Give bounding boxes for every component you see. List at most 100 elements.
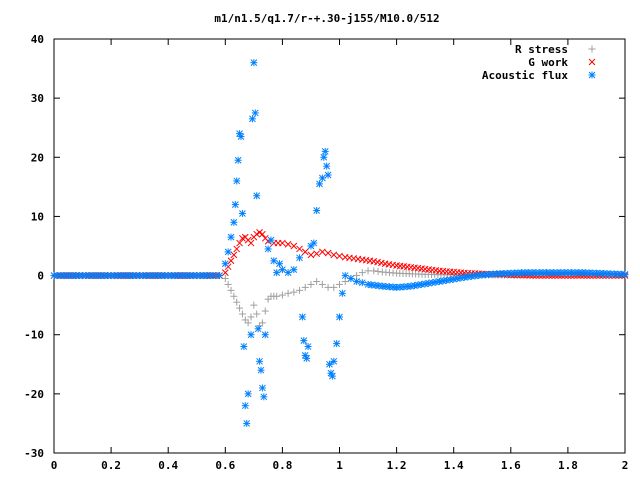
data-point (324, 171, 332, 179)
data-point (296, 245, 303, 253)
data-point (254, 325, 262, 333)
data-point (290, 242, 298, 250)
data-point (261, 307, 269, 315)
series-layer (50, 59, 629, 427)
y-tick-label: 20 (31, 151, 44, 164)
y-tick-label: 0 (37, 270, 44, 283)
x-tick-label: 1.4 (444, 459, 464, 472)
data-point (290, 266, 298, 274)
data-point (284, 240, 292, 248)
data-point (284, 289, 292, 297)
data-point (304, 343, 312, 351)
chart-title: m1/n1.5/q1.7/r-+.30-j155/M10.0/512 (214, 12, 439, 25)
x-tick-label: 2 (622, 459, 629, 472)
data-point (248, 115, 256, 123)
data-point (250, 59, 258, 67)
data-point (257, 366, 265, 374)
data-point (326, 360, 334, 368)
data-point (260, 393, 268, 401)
data-point (253, 192, 261, 200)
data-point (338, 289, 346, 297)
data-point (234, 156, 242, 164)
data-point (273, 269, 281, 277)
data-point (230, 218, 238, 226)
data-point (256, 357, 264, 365)
data-point (241, 402, 249, 410)
y-tick-label: -10 (24, 329, 44, 342)
data-point (264, 245, 272, 253)
data-point (224, 248, 232, 256)
data-point (253, 310, 261, 318)
x-tick-label: 0.8 (272, 459, 292, 472)
legend-marker (588, 71, 596, 79)
legend-marker (588, 58, 596, 66)
legend-label: Acoustic flux (482, 69, 568, 82)
data-point (236, 239, 243, 247)
data-point (247, 239, 255, 247)
data-point-fill (374, 267, 382, 275)
data-point (278, 266, 286, 274)
legend-marker (588, 45, 596, 53)
x-tick-label: 1.2 (387, 459, 407, 472)
data-point (313, 250, 321, 258)
data-point (247, 331, 255, 339)
data-point (267, 236, 275, 244)
axes: 0 0.2 0.4 0.6 0.8 1 1.2 1.4 1.6 1.8 2 -30 -20 -10 0 10 2… (24, 33, 628, 472)
data-point (324, 249, 332, 257)
data-point (330, 251, 338, 259)
x-tick-label: 1.8 (558, 459, 578, 472)
data-point (270, 257, 278, 265)
data-point (303, 354, 311, 362)
data-point (296, 286, 304, 294)
data-point (240, 343, 248, 351)
data-point (233, 177, 241, 185)
data-point (290, 288, 298, 296)
data-point (370, 267, 378, 275)
data-point (227, 257, 235, 265)
data-point (227, 233, 235, 241)
data-point (221, 260, 229, 268)
data-point (301, 283, 309, 291)
data-point (336, 313, 343, 321)
data-point (258, 384, 266, 392)
data-point (230, 251, 238, 259)
data-point (336, 252, 343, 260)
data-point (336, 280, 343, 288)
data-point (216, 272, 224, 280)
data-point (236, 304, 244, 312)
data-point (300, 337, 308, 345)
data-point (244, 319, 252, 327)
data-point (230, 292, 238, 300)
data-point (278, 291, 286, 299)
data-point (320, 153, 328, 161)
data-point (310, 239, 318, 247)
data-point (307, 251, 315, 259)
data-point (358, 269, 366, 277)
y-tick-label: 10 (31, 210, 44, 223)
plot-frame (53, 38, 626, 454)
x-tick-label: 0.2 (101, 459, 121, 472)
data-point (330, 357, 338, 365)
data-point (251, 109, 259, 117)
data-point (284, 269, 292, 277)
data-point (358, 279, 366, 287)
data-point (353, 272, 361, 280)
data-point (237, 133, 245, 141)
data-point (313, 207, 321, 215)
data-point (250, 301, 258, 309)
data-point (318, 280, 326, 288)
data-point (276, 260, 284, 268)
data-point (264, 295, 272, 303)
x-tick-label: 0.6 (215, 459, 235, 472)
data-point (296, 254, 304, 262)
data-point (341, 277, 349, 285)
data-point (224, 280, 232, 288)
data-point (341, 272, 349, 280)
data-point (301, 248, 309, 256)
data-point (238, 209, 246, 217)
data-point (247, 313, 255, 321)
data-point (243, 419, 251, 427)
x-tick-label: 1 (336, 459, 343, 472)
data-point (330, 283, 338, 291)
